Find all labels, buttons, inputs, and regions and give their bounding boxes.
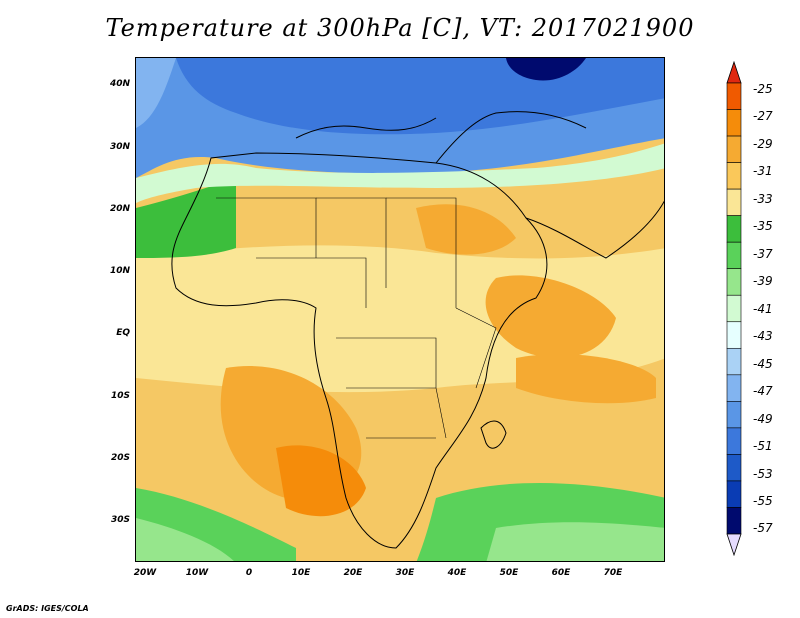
colorbar-swatch: [726, 347, 742, 376]
south-atlantic-cooler: [136, 518, 234, 561]
colorbar-swatch: [726, 188, 742, 216]
lon-label-10e: 10E: [291, 568, 311, 578]
colorbar-swatch: [726, 321, 742, 349]
lon-label-20w: 20W: [133, 568, 157, 578]
colorbar-label: -55: [753, 494, 773, 508]
colorbar-label: -29: [753, 137, 773, 151]
lon-label-30e: 30E: [395, 568, 415, 578]
country-borders: [216, 197, 497, 439]
colorbar-over-arrow: [726, 61, 742, 84]
lat-label-10s: 10S: [110, 391, 130, 401]
temperature-map: [135, 57, 665, 562]
lon-label-50e: 50E: [499, 568, 519, 578]
colorbar-label: -27: [753, 109, 773, 123]
colorbar-label: -31: [753, 164, 773, 178]
colorbar: [726, 61, 742, 556]
colorbar-swatch: [726, 294, 742, 323]
south-indian-cooler: [486, 522, 664, 561]
colorbar-label: -35: [753, 219, 773, 233]
northwest-cold-field: [136, 58, 176, 128]
colorbar-swatch: [726, 82, 742, 110]
colorbar-label: -33: [753, 192, 773, 206]
southern-africa-warm-core: [276, 445, 366, 517]
colorbar-swatch: [726, 215, 742, 243]
colorbar-label: -41: [753, 302, 773, 316]
colorbar-swatch: [726, 480, 742, 508]
colorbar-swatch: [726, 507, 742, 535]
coldest-core: [506, 58, 586, 81]
colorbar-label: -47: [753, 384, 773, 398]
lon-label-20e: 20E: [343, 568, 363, 578]
colorbar-swatch: [726, 241, 742, 270]
lat-label-10n: 10N: [109, 266, 130, 276]
lon-label-10w: 10W: [185, 568, 209, 578]
colorbar-swatch: [726, 401, 742, 429]
transition-strip: [136, 143, 664, 203]
colorbar-swatch: [726, 109, 742, 137]
colorbar-label: -37: [753, 247, 773, 261]
lat-label-30n: 30N: [109, 142, 130, 152]
colorbar-label: -49: [753, 412, 773, 426]
colorbar-label: -43: [753, 329, 773, 343]
lat-label-20s: 20S: [110, 453, 130, 463]
indian-ocean-warm-region: [485, 275, 616, 358]
lat-label-30s: 30S: [110, 515, 130, 525]
colorbar-swatch: [726, 454, 742, 482]
map-canvas: [136, 58, 664, 561]
colorbar-swatch: [726, 427, 742, 455]
colorbar-swatch: [726, 162, 742, 190]
footer-credit: GrADS: IGES/COLA: [6, 604, 89, 613]
colorbar-under-arrow: [726, 533, 742, 556]
coastlines: [171, 111, 664, 549]
colorbar-label: -51: [753, 439, 773, 453]
colorbar-label: -57: [753, 521, 773, 535]
lat-label-eq: EQ: [116, 328, 130, 338]
colorbar-label: -25: [753, 82, 773, 96]
colorbar-label: -45: [753, 357, 773, 371]
lon-label-40e: 40E: [447, 568, 467, 578]
lon-label-70e: 70E: [603, 568, 623, 578]
colorbar-swatch: [726, 268, 742, 296]
lat-label-20n: 20N: [109, 204, 130, 214]
horn-warm-region: [416, 204, 516, 255]
colorbar-swatch: [726, 374, 742, 402]
lat-label-40n: 40N: [109, 79, 130, 89]
map-title: Temperature at 300hPa [C], VT: 201702190…: [105, 14, 695, 42]
lon-label-60e: 60E: [551, 568, 571, 578]
colorbar-label: -53: [753, 467, 773, 481]
colorbar-label: -39: [753, 274, 773, 288]
lon-label-0: 0: [245, 568, 253, 578]
colorbar-swatch: [726, 135, 742, 163]
indian-ocean-warm-band: [516, 354, 656, 404]
